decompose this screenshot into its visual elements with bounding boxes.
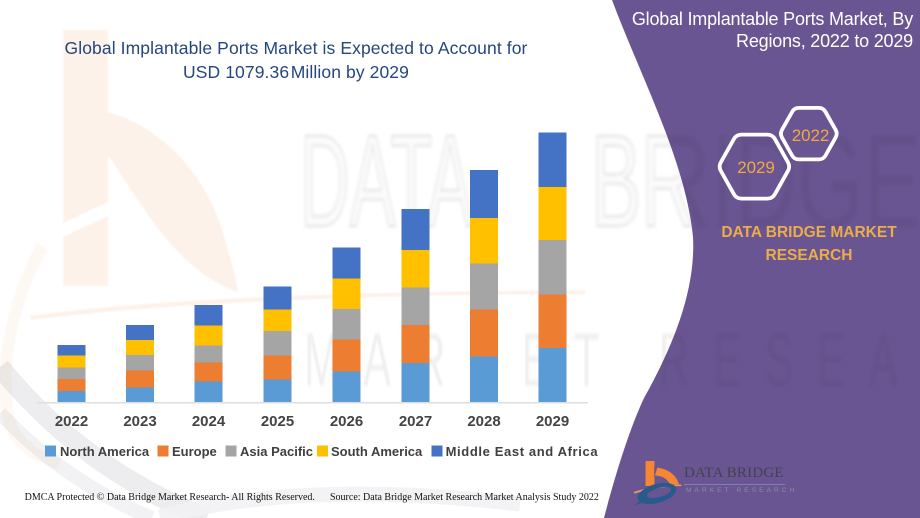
svg-text:DATA: DATA — [300, 107, 473, 254]
